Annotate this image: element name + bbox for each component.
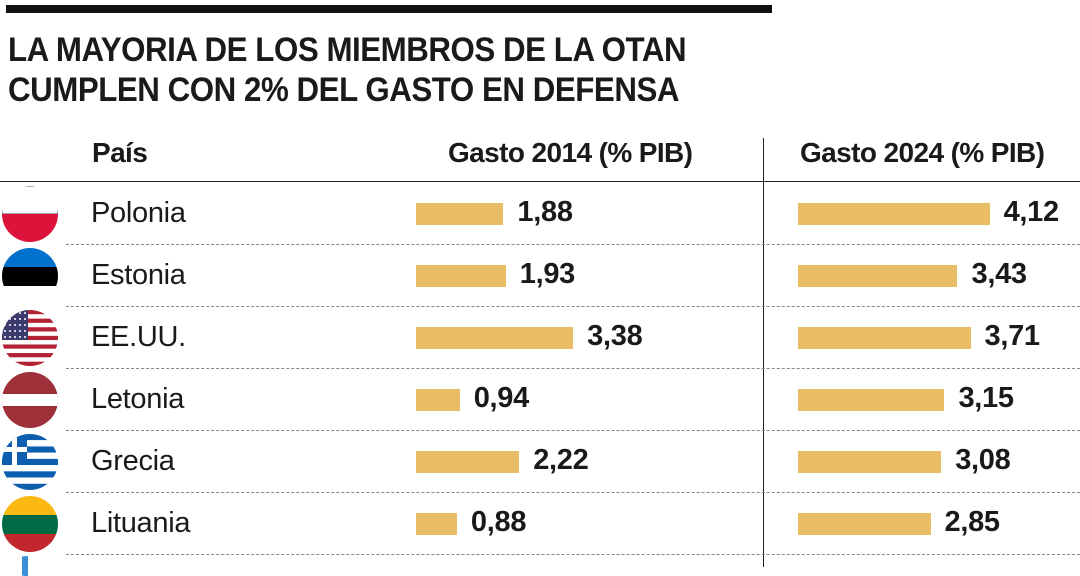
table-row: Polonia 1,88 4,12 bbox=[0, 183, 1080, 245]
header-rule bbox=[0, 181, 1080, 182]
bar-2024 bbox=[798, 513, 931, 535]
bar-2024 bbox=[798, 265, 958, 287]
value-label-2014: 1,88 bbox=[517, 196, 573, 228]
value-label-2024: 3,15 bbox=[958, 382, 1014, 414]
column-divider bbox=[763, 138, 764, 567]
row-separator bbox=[66, 306, 1080, 307]
table-row: Letonia 0,94 3,15 bbox=[0, 369, 1080, 431]
bar-2014 bbox=[416, 265, 506, 287]
top-rule bbox=[6, 5, 772, 13]
value-label-2014: 2,22 bbox=[533, 444, 589, 476]
value-label-2014: 0,88 bbox=[470, 506, 527, 538]
country-name: EE.UU. bbox=[91, 321, 186, 353]
next-flag-icon bbox=[8, 556, 48, 576]
row-separator bbox=[66, 430, 1080, 431]
lithuania-flag-icon bbox=[2, 496, 58, 552]
value-label-2014: 3,38 bbox=[587, 320, 643, 352]
country-name: Lituania bbox=[91, 507, 191, 539]
table-row: Estonia 1,93 3,43 bbox=[0, 245, 1080, 307]
bar-2014 bbox=[416, 513, 457, 535]
latvia-flag-icon bbox=[2, 372, 58, 428]
bar-2014 bbox=[416, 327, 574, 349]
estonia-flag-icon bbox=[2, 248, 58, 304]
table-row: EE.UU. 3,38 3,71 bbox=[0, 307, 1080, 369]
title-line-2: CUMPLEN CON 2% DEL GASTO EN DEFENSA bbox=[8, 71, 679, 109]
bar-2024 bbox=[798, 203, 990, 225]
bar-2014 bbox=[416, 203, 504, 225]
row-separator bbox=[66, 244, 1080, 245]
bar-2024 bbox=[798, 327, 971, 349]
value-label-2024: 3,43 bbox=[971, 258, 1027, 290]
value-label-2014: 1,93 bbox=[519, 258, 576, 290]
country-name: Grecia bbox=[91, 445, 175, 477]
usa-flag-icon bbox=[2, 310, 58, 366]
row-separator bbox=[66, 492, 1080, 493]
header-2024: Gasto 2024 (% PIB) bbox=[800, 137, 1045, 168]
table-row: Lituania 0,88 2,85 bbox=[0, 493, 1080, 555]
value-label-2024: 3,08 bbox=[955, 444, 1011, 476]
value-label-2014: 0,94 bbox=[473, 382, 530, 414]
title-line-1: LA MAYORIA DE LOS MIEMBROS DE LA OTAN bbox=[8, 31, 687, 69]
chart-title: LA MAYORIA DE LOS MIEMBROS DE LA OTAN CU… bbox=[8, 30, 726, 110]
country-name: Polonia bbox=[91, 197, 186, 229]
row-separator bbox=[66, 368, 1080, 369]
table-row: Grecia 2,22 3,08 bbox=[0, 431, 1080, 493]
country-name: Letonia bbox=[91, 383, 185, 415]
poland-flag-icon bbox=[2, 186, 58, 242]
bar-2014 bbox=[416, 389, 460, 411]
country-name: Estonia bbox=[91, 259, 186, 291]
greece-flag-icon bbox=[2, 434, 58, 490]
value-label-2024: 3,71 bbox=[984, 320, 1041, 352]
row-separator bbox=[66, 554, 1080, 555]
header-country: País bbox=[92, 137, 148, 168]
header-2014: Gasto 2014 (% PIB) bbox=[448, 137, 693, 168]
value-label-2024: 4,12 bbox=[1003, 196, 1060, 228]
bar-2024 bbox=[798, 451, 942, 473]
bar-2014 bbox=[416, 451, 520, 473]
value-label-2024: 2,85 bbox=[944, 506, 1001, 538]
bar-2024 bbox=[798, 389, 945, 411]
